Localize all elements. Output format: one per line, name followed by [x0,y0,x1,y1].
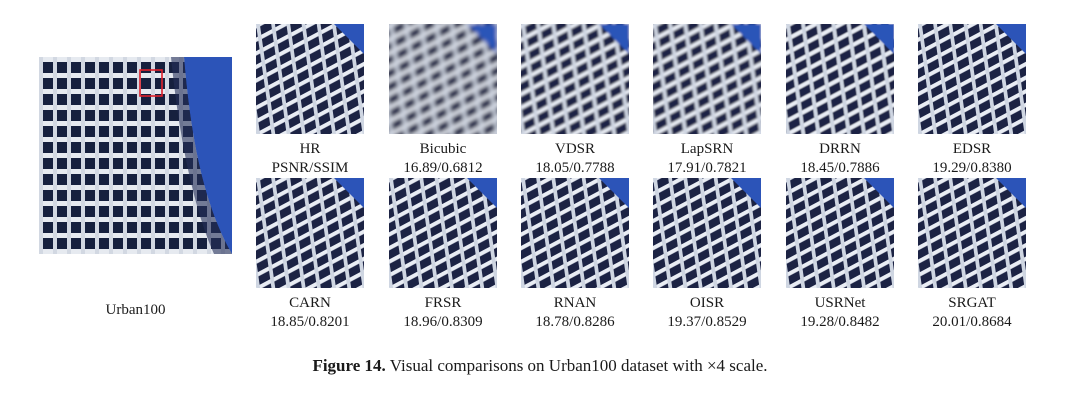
main-image-label: Urban100 [105,302,166,318]
caption-oisr: OISR 19.37/0.8529 [637,294,777,332]
method-score-lapsrn: 17.91/0.7821 [667,160,747,176]
method-name-rnan: RNAN [553,295,597,311]
method-score-frsr: 18.96/0.8309 [403,314,483,330]
patch-lapsrn [653,24,761,134]
patch-usrnet [786,178,894,288]
patch-bicubic [389,24,497,134]
method-name-edsr: EDSR [952,141,992,157]
caption-hr: HR PSNR/SSIM [240,140,380,178]
patch-edsr [918,24,1026,134]
zoom-region-box [139,69,163,97]
method-score-vdsr: 18.05/0.7788 [535,160,615,176]
caption-frsr: FRSR 18.96/0.8309 [373,294,513,332]
method-score-rnan: 18.78/0.8286 [535,314,615,330]
method-name-srgat: SRGAT [948,295,996,311]
patch-vdsr [521,24,629,134]
method-score-oisr: 19.37/0.8529 [667,314,747,330]
patch-rnan [521,178,629,288]
method-score-bicubic: 16.89/0.6812 [403,160,483,176]
method-score-usrnet: 19.28/0.8482 [800,314,880,330]
patch-drrn [786,24,894,134]
method-name-hr: HR [299,141,321,157]
method-score-srgat: 20.01/0.8684 [932,314,1012,330]
method-name-oisr: OISR [689,295,725,311]
patch-oisr [653,178,761,288]
urban100-main-image [39,57,232,254]
caption-vdsr: VDSR 18.05/0.7788 [505,140,645,178]
patch-hr [256,24,364,134]
method-name-drrn: DRRN [819,141,861,157]
method-name-usrnet: USRNet [814,295,866,311]
caption-edsr: EDSR 19.29/0.8380 [902,140,1042,178]
method-name-frsr: FRSR [424,295,462,311]
figure-caption: Figure 14. Visual comparisons on Urban10… [0,356,1080,376]
caption-drrn: DRRN 18.45/0.7886 [770,140,910,178]
patch-srgat [918,178,1026,288]
caption-lapsrn: LapSRN 17.91/0.7821 [637,140,777,178]
figure-caption-text: Visual comparisons on Urban100 dataset w… [389,356,768,375]
method-score-carn: 18.85/0.8201 [270,314,350,330]
caption-usrnet: USRNet 19.28/0.8482 [770,294,910,332]
caption-srgat: SRGAT 20.01/0.8684 [902,294,1042,332]
method-score-hr: PSNR/SSIM [271,160,349,176]
method-score-drrn: 18.45/0.7886 [800,160,880,176]
method-name-vdsr: VDSR [554,141,595,157]
method-score-edsr: 19.29/0.8380 [932,160,1012,176]
method-name-bicubic: Bicubic [419,141,467,157]
patch-frsr [389,178,497,288]
caption-rnan: RNAN 18.78/0.8286 [505,294,645,332]
figure-caption-label: Figure 14. [312,356,386,375]
caption-carn: CARN 18.85/0.8201 [240,294,380,332]
method-name-carn: CARN [289,295,331,311]
patch-carn [256,178,364,288]
method-name-lapsrn: LapSRN [680,141,734,157]
caption-bicubic: Bicubic 16.89/0.6812 [373,140,513,178]
